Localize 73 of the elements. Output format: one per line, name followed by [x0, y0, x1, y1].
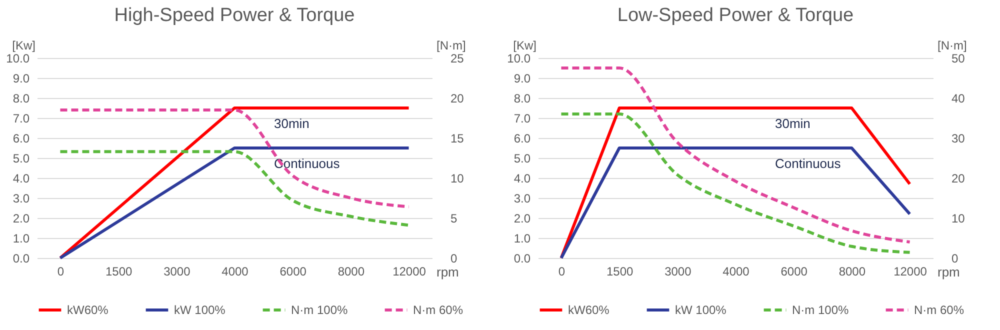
- y-tick-label: 8.0: [514, 92, 531, 106]
- y-tick-label: 3.0: [12, 192, 30, 206]
- x-tick-label: 4000: [222, 264, 249, 278]
- x-tick-label: 12000: [894, 264, 928, 278]
- line-series: [58, 108, 410, 208]
- annotation: Continuous: [274, 156, 340, 171]
- y-tick-label: 9.0: [514, 72, 531, 86]
- y-tick-label: 6.0: [514, 132, 531, 146]
- x-tick-label: 1500: [105, 264, 132, 278]
- y2-tick-label: 10: [952, 212, 966, 226]
- y-tick-label: 7.0: [514, 112, 531, 126]
- y2-tick-label: 0: [952, 252, 958, 266]
- y-tick-label: 0.0: [514, 252, 531, 266]
- x-tick-label: 3000: [164, 264, 191, 278]
- x-axis-title: rpm: [436, 264, 459, 280]
- y-tick-label: 7.0: [12, 112, 30, 126]
- y-tick-label: 4.0: [12, 172, 30, 186]
- y-tick-label: 0.0: [12, 252, 30, 266]
- legend-label: N·m 60%: [413, 303, 464, 317]
- legend-label: N·m 100%: [291, 303, 348, 317]
- x-tick-label: 8000: [838, 264, 866, 278]
- annotation: 30min: [274, 116, 310, 131]
- y2-tick-label: 20: [952, 172, 966, 186]
- legend-label: N·m 100%: [792, 303, 850, 317]
- y-tick-label: 3.0: [514, 192, 531, 206]
- y-tick-label: 2.0: [514, 212, 531, 226]
- x-tick-label: 0: [57, 264, 64, 278]
- y-tick-label: 1.0: [12, 232, 30, 246]
- y-axis-title: [Kw]: [12, 38, 36, 52]
- x-axis-title: rpm: [938, 264, 960, 280]
- x-tick-label: 6000: [280, 264, 307, 278]
- y2-axis-title: [N·m]: [938, 38, 967, 52]
- y2-tick-label: 30: [952, 132, 966, 146]
- y-tick-label: 6.0: [12, 132, 30, 146]
- y2-tick-label: 50: [952, 52, 966, 66]
- legend-label: kW 100%: [174, 303, 226, 317]
- line-series: [58, 146, 410, 260]
- y-tick-label: 10.0: [507, 52, 531, 66]
- legend-label: kW60%: [67, 303, 109, 317]
- annotation: Continuous: [775, 156, 842, 171]
- x-tick-label: 3000: [664, 264, 692, 278]
- x-tick-label: 4000: [722, 264, 750, 278]
- line-series: [58, 106, 410, 260]
- y-tick-label: 4.0: [514, 172, 531, 186]
- y-tick-label: 2.0: [12, 212, 30, 226]
- y-axis-title: [Kw]: [513, 38, 536, 52]
- x-tick-label: 12000: [392, 264, 426, 278]
- y2-axis-title: [N·m]: [436, 38, 466, 52]
- y-tick-label: 5.0: [514, 152, 531, 166]
- y-tick-label: 9.0: [12, 72, 30, 86]
- y-tick-label: 8.0: [12, 92, 30, 106]
- y2-tick-label: 15: [450, 132, 464, 146]
- y-tick-label: 5.0: [12, 152, 30, 166]
- y2-tick-label: 20: [450, 92, 464, 106]
- y2-tick-label: 0: [450, 252, 458, 266]
- y2-tick-label: 40: [952, 92, 966, 106]
- y2-tick-label: 25: [450, 52, 464, 66]
- legend-label: N·m 60%: [914, 303, 964, 317]
- y2-tick-label: 10: [450, 172, 464, 186]
- chart-title: High-Speed Power & Torque: [114, 5, 355, 26]
- x-tick-label: 0: [558, 264, 566, 278]
- line-series: [560, 66, 912, 244]
- x-tick-label: 6000: [780, 264, 808, 278]
- y-tick-label: 10.0: [6, 52, 30, 66]
- x-tick-label: 8000: [338, 264, 365, 278]
- chart-title: Low-Speed Power & Torque: [617, 5, 854, 26]
- x-tick-label: 1500: [606, 264, 634, 278]
- y2-tick-label: 5: [450, 212, 458, 226]
- legend-label: kW60%: [568, 303, 610, 317]
- line-series: [58, 150, 410, 227]
- legend-label: kW 100%: [675, 303, 727, 317]
- annotation: 30min: [775, 116, 810, 131]
- y-tick-label: 1.0: [514, 232, 531, 246]
